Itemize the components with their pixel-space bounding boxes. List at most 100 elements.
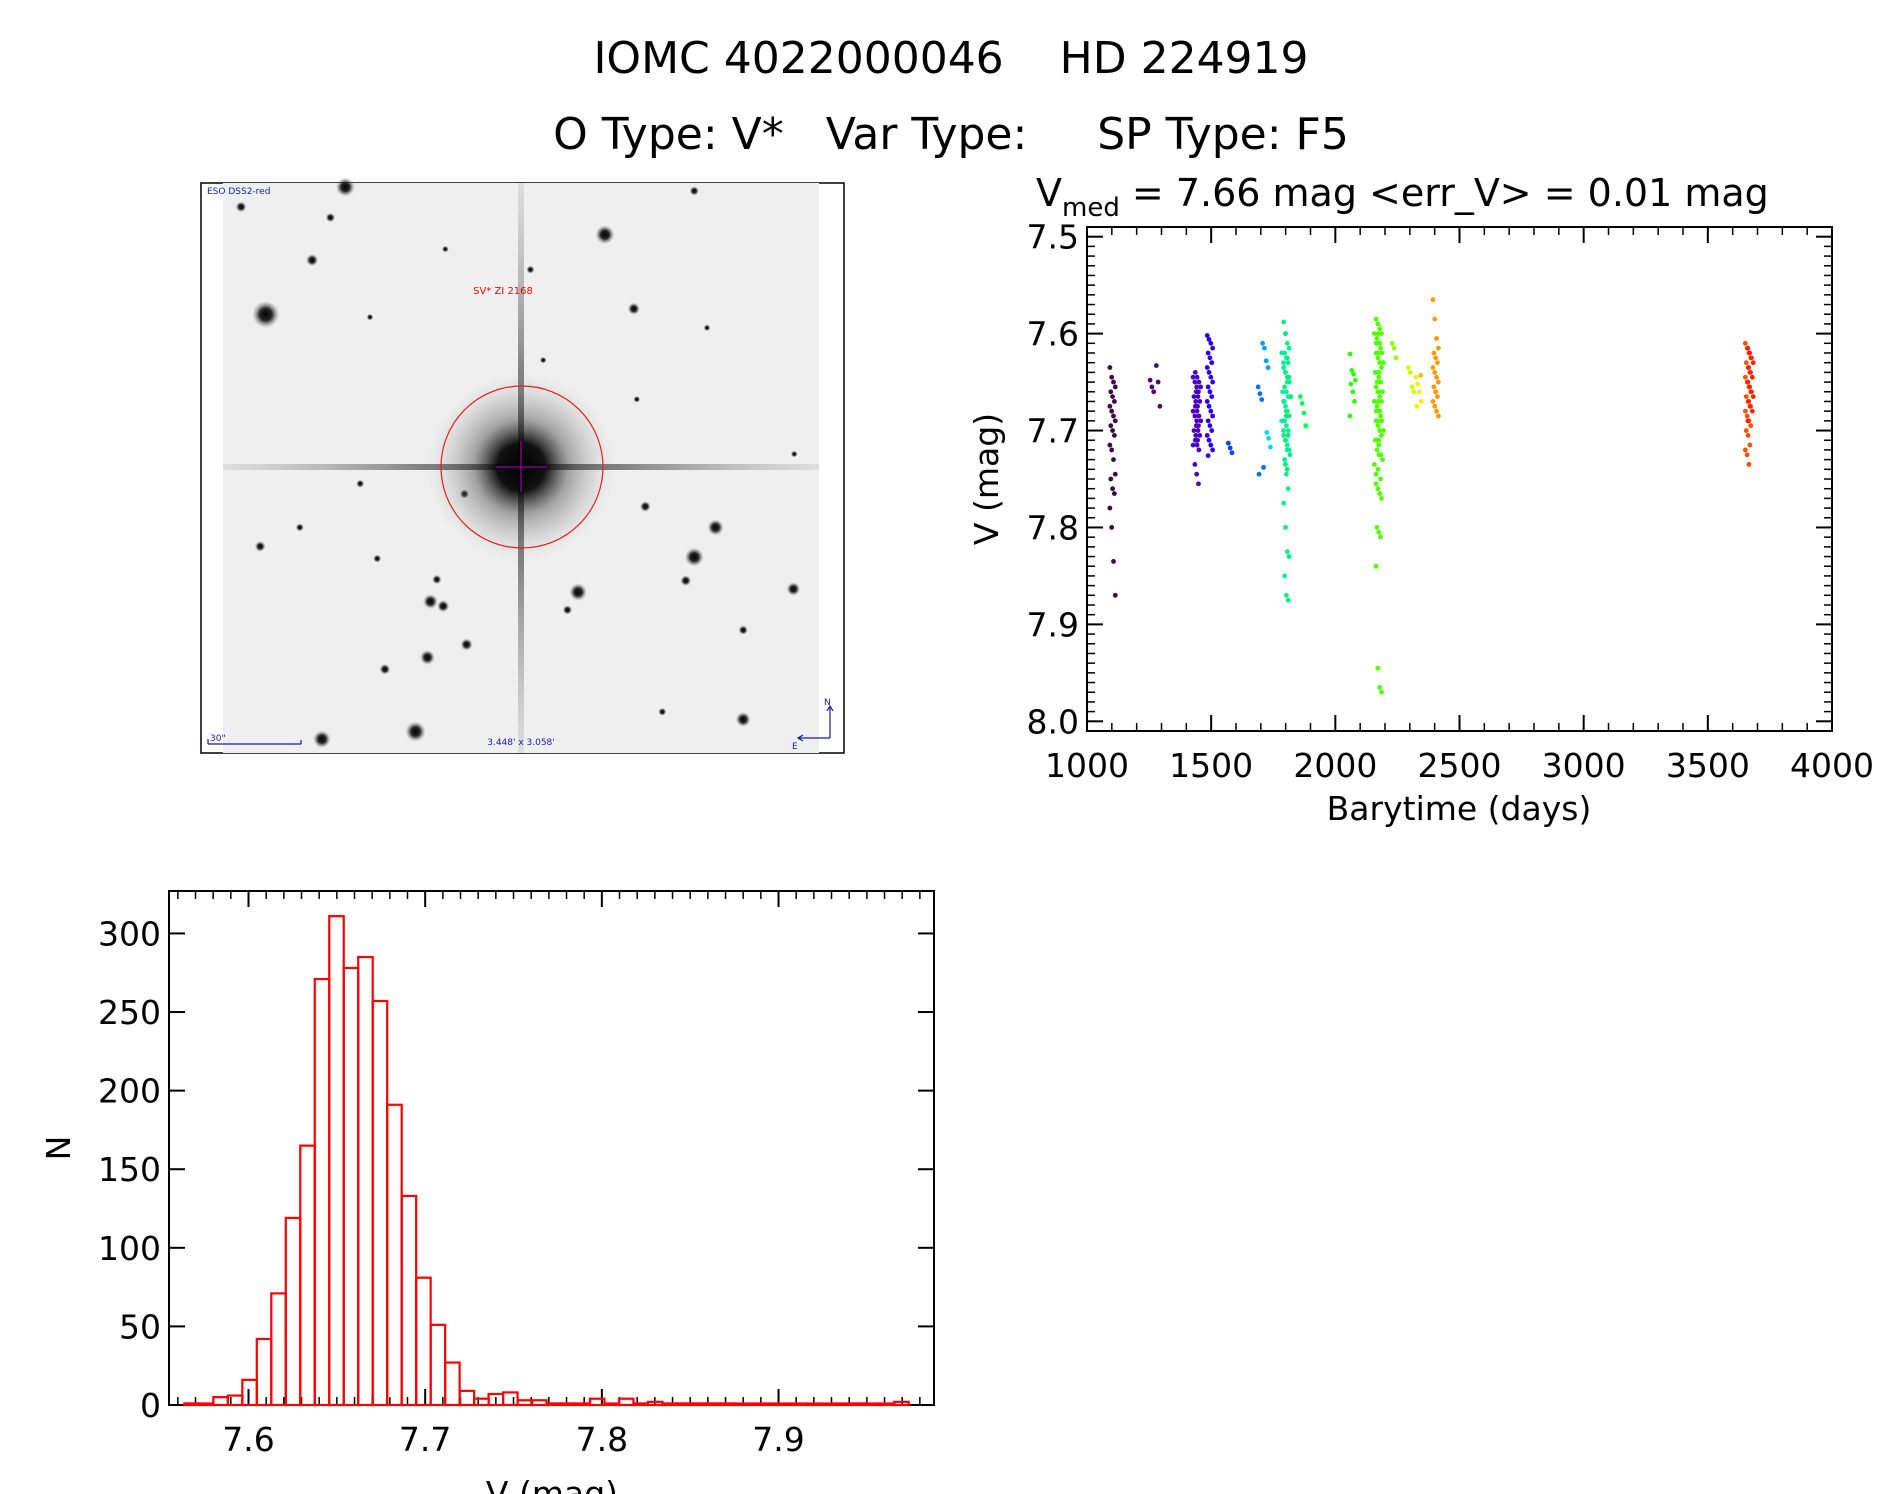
light-curve-point — [1261, 464, 1266, 470]
light-curve-point — [1413, 374, 1419, 380]
light-curve-point — [1194, 408, 1200, 414]
light-curve-chart: Vmed = 7.66 mag <err_V> = 0.01 mag 1000 1… — [967, 171, 1874, 828]
light-curve-point — [1112, 418, 1118, 424]
histogram-y-label: N — [39, 1136, 78, 1161]
light-curve-point — [1281, 428, 1286, 433]
light-curve-point — [1746, 399, 1752, 404]
histogram-bar — [458, 1389, 476, 1407]
light-curve-point — [1742, 374, 1748, 380]
field-star — [441, 245, 449, 253]
light-curve-point — [1373, 350, 1379, 356]
light-curve-point — [1745, 432, 1751, 438]
light-curve-title: Vmed = 7.66 mag <err_V> = 0.01 mag — [1036, 171, 1769, 223]
light-curve-point — [1748, 403, 1753, 409]
light-curve-point — [1435, 379, 1441, 385]
light-curve-point — [1286, 374, 1292, 380]
histogram-bar — [313, 977, 331, 1407]
histogram-bar — [400, 1194, 418, 1407]
histogram-bar — [429, 1323, 447, 1407]
light-curve-point — [1191, 394, 1197, 400]
magnitude-histogram: 7.6 7.7 7.8 7.9 0 50 100 150 200 250 300 V (mag) N — [39, 890, 935, 1494]
histogram-bar — [791, 1402, 809, 1407]
light-curve-point — [1434, 336, 1439, 341]
light-curve-point — [1110, 486, 1115, 492]
light-curve-point — [1196, 481, 1201, 487]
light-curve-point — [1430, 297, 1436, 303]
light-curve-point — [1205, 350, 1211, 356]
light-curve-point — [1157, 403, 1163, 409]
light-curve-point — [1190, 374, 1196, 380]
light-curve-point — [1111, 379, 1116, 385]
light-curve-x-tick-label: 3500 — [1666, 746, 1750, 785]
histogram-bar — [559, 1402, 577, 1407]
light-curve-point — [1265, 365, 1271, 370]
histogram-bar — [342, 966, 360, 1407]
histogram-y-tick-label: 100 — [98, 1229, 161, 1268]
light-curve-point — [1435, 394, 1440, 400]
light-curve-point — [1280, 389, 1286, 395]
light-curve-point — [1111, 457, 1116, 463]
field-star — [790, 450, 798, 458]
light-curve-point — [1381, 360, 1386, 366]
light-curve-point — [1112, 384, 1118, 390]
histogram-bar — [690, 1402, 708, 1407]
light-curve-point — [1418, 399, 1424, 404]
light-curve-point — [1285, 360, 1291, 366]
light-curve-x-tick-label: 2000 — [1293, 746, 1377, 785]
light-curve-point — [1377, 326, 1383, 332]
histogram-bar — [603, 1402, 621, 1407]
field-star — [235, 201, 247, 213]
light-curve-point — [1375, 321, 1381, 327]
light-curve-point — [1379, 331, 1384, 337]
light-curve-point — [1379, 365, 1384, 370]
light-curve-point — [1434, 408, 1439, 414]
light-curve-point — [1260, 340, 1266, 346]
figure-title: IOMC 4022000046 HD 224919 — [593, 33, 1308, 84]
light-curve-point — [1192, 369, 1198, 375]
light-curve-point — [1111, 558, 1116, 564]
light-curve-point — [1112, 592, 1118, 598]
light-curve-point — [1210, 447, 1216, 453]
field-star — [526, 265, 535, 274]
light-curve-point — [1192, 413, 1198, 419]
field-star — [684, 547, 704, 567]
field-star — [366, 313, 374, 321]
light-curve-point — [1743, 360, 1749, 366]
light-curve-point — [1749, 374, 1755, 380]
histogram-bar — [632, 1402, 650, 1407]
light-curve-point — [1417, 389, 1422, 395]
light-curve-point — [1378, 379, 1384, 385]
light-curve-point — [1257, 391, 1263, 397]
light-curve-point — [1198, 384, 1204, 390]
light-curve-point — [1284, 471, 1289, 477]
light-curve-point — [1435, 345, 1441, 351]
field-star — [595, 225, 615, 245]
light-curve-point — [1380, 457, 1385, 463]
light-curve-point — [1259, 397, 1265, 402]
field-star — [627, 302, 640, 315]
light-curve-point — [1743, 428, 1749, 433]
histogram-bar — [299, 1144, 316, 1407]
field-star — [335, 177, 355, 197]
light-curve-point — [1378, 345, 1383, 351]
light-curve-point — [1378, 413, 1383, 419]
histogram-bar — [270, 1292, 287, 1407]
light-curve-point — [1744, 452, 1750, 458]
light-curve-y-tick-label: 7.9 — [1027, 605, 1079, 644]
field-star — [539, 356, 547, 364]
light-curve-point — [1282, 457, 1288, 463]
histogram-bar — [226, 1394, 244, 1407]
light-curve-point — [1153, 363, 1159, 368]
light-curve-point — [1347, 413, 1353, 419]
light-curve-y-label: V (mag) — [967, 413, 1006, 545]
light-curve-point — [1285, 597, 1291, 603]
light-curve-point — [1205, 418, 1211, 424]
light-curve-point — [1112, 471, 1118, 477]
light-curve-point — [1391, 345, 1397, 351]
light-curve-point — [1285, 432, 1291, 438]
light-curve-point — [1393, 355, 1399, 361]
light-curve-point — [1268, 444, 1273, 450]
light-curve-point — [1206, 369, 1212, 375]
light-curve-point — [1196, 413, 1202, 419]
histogram-bar — [183, 1402, 200, 1407]
